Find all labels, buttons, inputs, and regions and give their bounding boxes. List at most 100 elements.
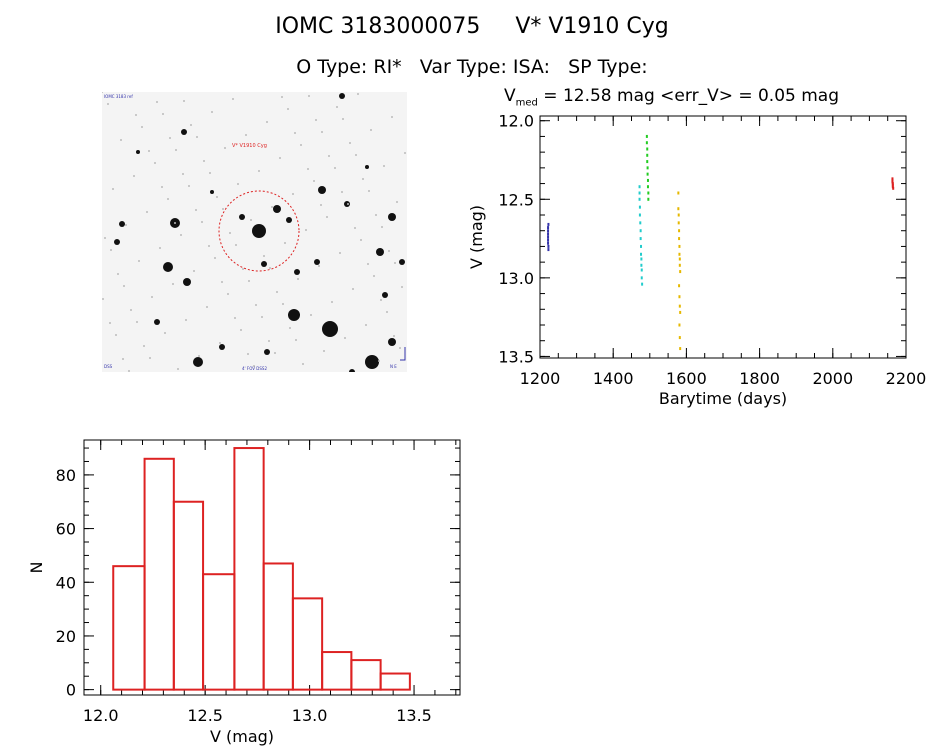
finder-faint-star [193, 270, 195, 272]
finder-faint-star [209, 172, 211, 174]
lc-point [638, 205, 641, 209]
finder-faint-star [232, 98, 234, 100]
finder-faint-star [177, 368, 179, 370]
lc-x-axis-label: Barytime (days) [659, 389, 787, 408]
lc-point [677, 207, 680, 211]
lc-y-tick-label: 13.0 [498, 269, 534, 288]
finder-faint-star [331, 301, 333, 303]
finder-bottom-left-label: DSS [104, 364, 113, 369]
finder-faint-star [240, 329, 242, 331]
lc-point [678, 244, 681, 248]
lc-x-tick-label: 2200 [886, 369, 927, 388]
finder-faint-star [266, 121, 268, 123]
finder-faint-star [141, 126, 143, 128]
finder-faint-star [156, 101, 158, 103]
lc-point [547, 235, 550, 239]
lc-point [678, 263, 681, 267]
hist-bar [291, 597, 324, 691]
finder-faint-star [122, 358, 124, 360]
lc-point [891, 180, 894, 184]
finder-faint-star [393, 335, 395, 337]
finder-faint-star [234, 317, 236, 319]
finder-faint-star [375, 214, 377, 216]
hist-bar [321, 651, 353, 691]
finder-faint-star [396, 201, 398, 203]
lc-point [640, 263, 643, 267]
lc-point [891, 177, 894, 181]
finder-faint-star [235, 244, 237, 246]
finder-faint-star [159, 247, 161, 249]
finder-star [365, 355, 379, 369]
finder-faint-star [323, 350, 325, 352]
lc-point [547, 226, 550, 230]
finder-faint-star [250, 219, 252, 221]
finder-faint-star [297, 278, 299, 280]
finder-faint-star [183, 100, 185, 102]
lc-point [639, 237, 642, 241]
lc-point [892, 186, 895, 190]
finder-star [219, 344, 225, 350]
lc-x-tick-label: 2000 [812, 369, 853, 388]
finder-faint-star [284, 242, 286, 244]
finder-faint-star [263, 255, 265, 257]
finder-faint-star [315, 119, 317, 121]
finder-faint-star [334, 167, 336, 169]
finder-faint-star [310, 314, 312, 316]
lc-point [647, 191, 650, 195]
finder-faint-star [367, 263, 369, 265]
finder-star [339, 93, 345, 99]
finder-faint-star [326, 216, 328, 218]
lc-point [640, 268, 643, 272]
lc-point [638, 191, 641, 195]
lc-point [638, 213, 641, 217]
target-label: V* V1910 Cyg [232, 143, 267, 149]
finder-star [322, 321, 338, 337]
finder-star [114, 239, 120, 245]
lc-point [891, 185, 894, 189]
finder-faint-star [161, 186, 163, 188]
finder-faint-star [164, 332, 166, 334]
finder-faint-star [219, 342, 221, 344]
finder-faint-star [149, 357, 151, 359]
finder-faint-star [381, 226, 383, 228]
finder-faint-star [198, 355, 200, 357]
finder-faint-star [292, 193, 294, 195]
lc-y-axis-label: V (mag) [467, 205, 486, 269]
lc-x-tick-label: 1600 [666, 369, 707, 388]
finder-faint-star [242, 268, 244, 270]
finder-bottom-right-label: N E [390, 364, 397, 369]
chart-title: IOMC 3183000075 V* V1910 Cyg [275, 14, 669, 39]
lc-point [547, 241, 550, 245]
finder-star [399, 259, 405, 265]
lc-point [547, 248, 550, 252]
lc-frame [539, 115, 907, 359]
finder-star [181, 129, 187, 135]
finder-faint-star [302, 363, 304, 365]
finder-faint-star [211, 111, 213, 113]
finder-faint-star [399, 347, 401, 349]
finder-star [264, 349, 270, 355]
finder-faint-star [344, 337, 346, 339]
finder-faint-star [195, 209, 197, 211]
finder-faint-star [182, 173, 184, 175]
finder-faint-star [388, 250, 390, 252]
finder-faint-star [135, 114, 137, 116]
lc-point [677, 221, 680, 225]
hist-bar [112, 565, 146, 691]
finder-faint-star [404, 152, 406, 154]
hist-bar [379, 672, 411, 691]
lc-point [677, 213, 680, 217]
lc-x-tick-label: 1200 [520, 369, 561, 388]
finder-faint-star [287, 108, 289, 110]
finder-faint-star [188, 185, 190, 187]
lc-point [646, 185, 649, 189]
lc-point [646, 178, 649, 182]
finder-faint-star [120, 139, 122, 141]
finder-faint-star [261, 316, 263, 318]
lc-point [646, 160, 649, 164]
lc-point [640, 276, 643, 280]
finder-faint-star [300, 144, 302, 146]
finder-faint-star [130, 309, 132, 311]
finder-faint-star [227, 293, 229, 295]
hist-y-tick-label: 0 [66, 681, 76, 700]
